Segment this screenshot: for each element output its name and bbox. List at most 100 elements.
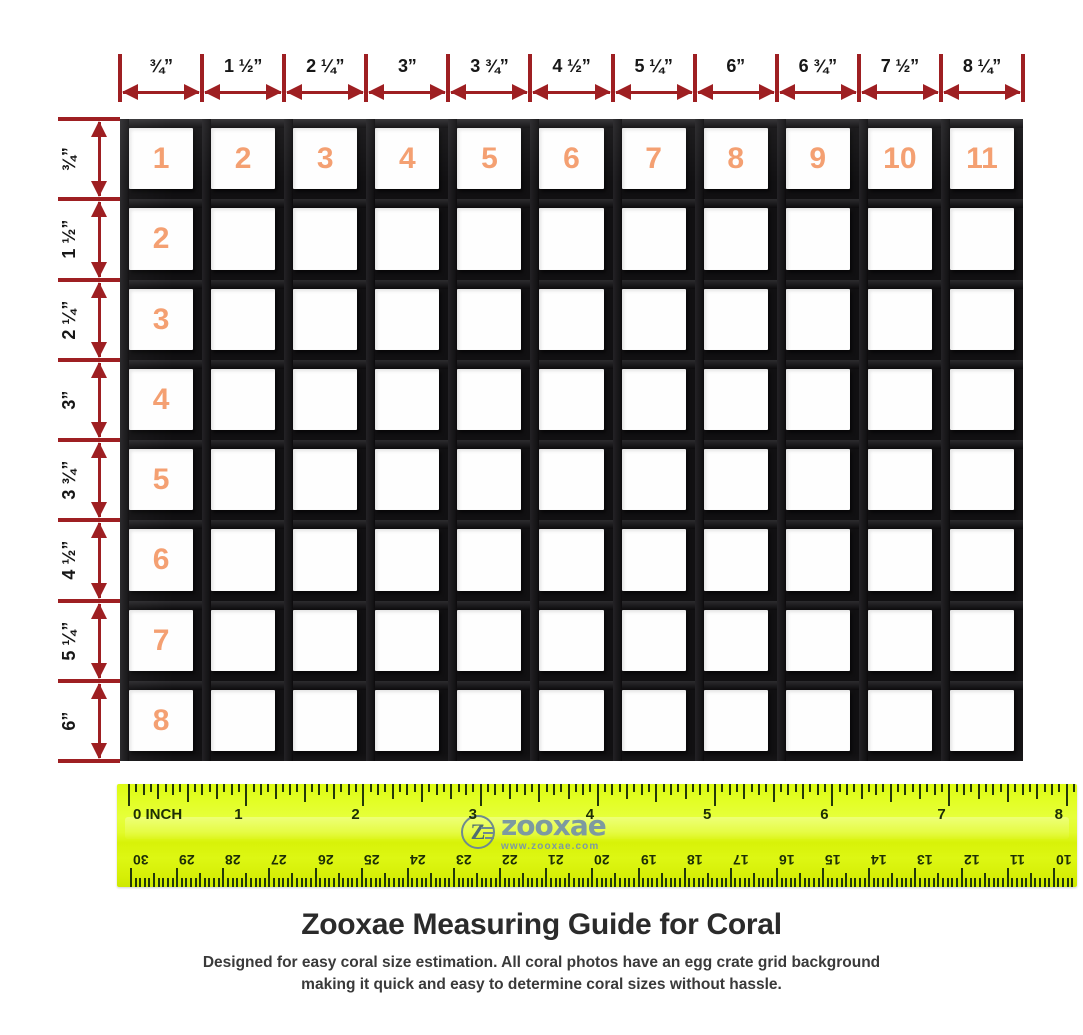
ruler-cm-tick — [231, 878, 234, 887]
ruler-cm-tick — [577, 878, 580, 887]
ruler-inch-tick — [1007, 784, 1009, 802]
egg-crate-cell-opening: 5 — [448, 119, 531, 200]
horizontal-scale-tick — [364, 54, 369, 102]
egg-crate-cell-opening — [612, 680, 695, 761]
egg-crate-cell-opening — [448, 680, 531, 761]
horizontal-scale-segment: 6 ¾” — [777, 56, 859, 100]
egg-crate-cell-opening: 7 — [612, 119, 695, 200]
ruler-cm-tick — [803, 878, 806, 887]
ruler-cm-tick — [840, 878, 843, 887]
ruler-cm-tick — [130, 868, 132, 887]
egg-crate-cell: 3 — [120, 279, 203, 361]
egg-crate-cell — [858, 439, 942, 521]
egg-crate-cell — [612, 600, 695, 682]
ruler-inch-tick — [750, 784, 753, 792]
logo-fin-icon — [481, 827, 494, 829]
ruler-cm-tick — [932, 878, 935, 887]
ruler-inch-tick — [596, 784, 599, 806]
ruler-inch-tick — [779, 784, 782, 792]
ruler-inch-tick — [274, 784, 277, 799]
ruler-inch-tick — [523, 784, 526, 795]
horizontal-scale-tick — [446, 54, 451, 102]
egg-crate-cell — [940, 600, 1023, 682]
horizontal-scale-segment: 5 ¼” — [613, 56, 695, 100]
ruler-cm-tick — [716, 878, 718, 887]
ruler-inch-tick — [259, 784, 262, 795]
ruler-cm-tick — [342, 878, 345, 887]
ruler-cm-tick — [226, 878, 229, 887]
ruler-inch-tick — [552, 784, 555, 795]
horizontal-dimension-arrow-icon — [942, 84, 1022, 100]
egg-crate-cell — [202, 359, 285, 441]
ruler-cm-tick — [522, 873, 525, 887]
egg-crate-cell-opening — [202, 279, 285, 361]
egg-crate-grid: 1 2 3 4 5 6 7 8 9 10 11 2 3 4 5 6 7 8 — [120, 119, 1023, 761]
ruler-cm-tick — [983, 873, 986, 887]
egg-crate-cell: 4 — [366, 119, 449, 200]
egg-crate-cell — [612, 520, 695, 601]
ruler-cm-tick — [517, 878, 520, 887]
egg-crate-cell — [694, 680, 777, 761]
egg-crate-cell — [858, 680, 942, 761]
ruler-cm-tick — [609, 878, 612, 887]
egg-crate-cell-opening: 9 — [776, 119, 859, 200]
ruler-cm-tick — [835, 878, 838, 887]
ruler-inch-tick — [633, 784, 636, 792]
ruler-cm-tick — [434, 878, 437, 887]
ruler-cm-tick — [674, 878, 677, 887]
ruler-cm-tick — [605, 878, 608, 887]
ruler-inch-tick — [193, 784, 196, 792]
vertical-scale-segment: 5 ¼” — [58, 601, 120, 681]
ruler-cm-tick — [245, 873, 248, 887]
ruler-cm-tick — [992, 878, 995, 887]
egg-crate-cell-opening: 2 — [120, 199, 203, 280]
ruler-cm-tick — [775, 868, 778, 887]
egg-crate-cell-opening — [284, 680, 367, 761]
egg-crate-cell-opening: 5 — [120, 439, 203, 521]
ruler-cm-tick — [752, 873, 755, 887]
ruler-cm-tick — [725, 878, 728, 887]
ruler-cm-tick — [189, 878, 192, 887]
ruler-cm-tick — [374, 878, 377, 887]
ruler-inch-tick — [801, 784, 804, 799]
egg-crate-cell-opening — [448, 600, 531, 682]
ruler-inch-tick — [640, 784, 643, 795]
egg-crate-cell-opening — [694, 359, 777, 441]
horizontal-scale-label: 6 ¾” — [798, 56, 837, 76]
ruler-inch-tick — [963, 784, 966, 795]
ruler-cm-tick — [194, 878, 197, 887]
ruler-cm-tick — [979, 878, 981, 887]
egg-crate-cell — [776, 439, 859, 521]
horizontal-scale-tick — [692, 54, 697, 102]
horizontal-scale-label: 5 ¼” — [634, 56, 673, 76]
ruler-inch-tick — [933, 784, 936, 795]
ruler-cm-tick — [739, 878, 742, 887]
horizontal-scale-tick — [1021, 54, 1025, 102]
egg-crate-cell-opening — [940, 279, 1023, 361]
horizontal-scale-label: 3 ¾” — [470, 56, 509, 76]
vertical-measurement-scale: ¾” 1 ½” 2 ¼” 3” 3 ¾” 4 ½” 5 ¼” 6” — [0, 0, 122, 800]
egg-crate-cell-opening — [202, 359, 285, 441]
horizontal-dimension-arrow-icon — [450, 84, 529, 100]
egg-crate-cell — [448, 279, 531, 361]
ruler-inch-tick — [1072, 784, 1075, 792]
ruler-inch-number: 8 — [1054, 806, 1063, 823]
ruler-inch-number: 4 — [585, 806, 595, 823]
ruler-cm-tick — [379, 878, 382, 887]
horizontal-scale-segment: 3” — [366, 56, 448, 100]
ruler-inch-tick — [743, 784, 746, 799]
grid-column-number: 8 — [727, 141, 745, 175]
ruler-inch-tick — [303, 784, 306, 802]
ruler-inch-tick — [450, 784, 453, 799]
ruler-cm-tick — [706, 873, 709, 887]
egg-crate-cell — [612, 359, 695, 441]
ruler-cm-tick — [443, 878, 446, 887]
ruler-inch-tick — [237, 784, 240, 792]
egg-crate-cell — [366, 600, 449, 682]
ruler-cm-tick — [914, 868, 917, 887]
ruler-inch-tick — [809, 784, 812, 792]
ruler-cm-tick — [845, 873, 848, 887]
ruler-inch-tick — [970, 784, 973, 792]
ruler-cm-tick — [134, 878, 137, 887]
ruler-cm-tick — [236, 878, 239, 887]
